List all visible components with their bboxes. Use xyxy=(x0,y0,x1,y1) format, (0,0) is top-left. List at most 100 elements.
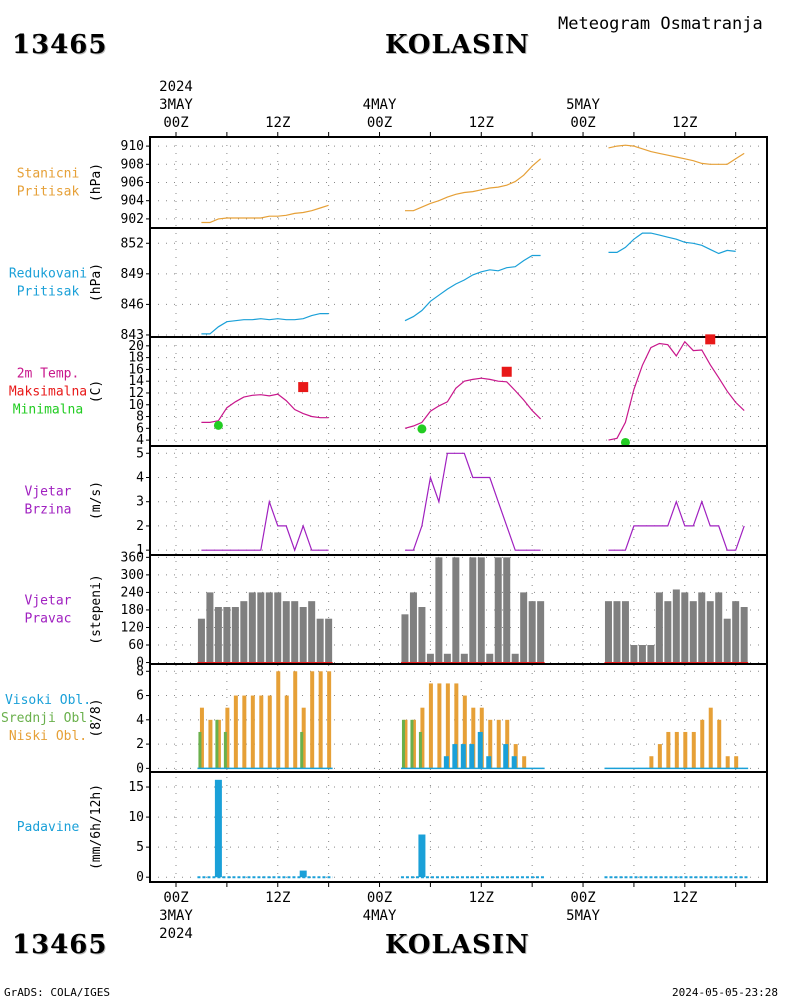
y-tick-label: 16 xyxy=(128,362,144,377)
direction-bar xyxy=(664,601,672,663)
y-tick-label: 2 xyxy=(136,737,144,752)
mid-cloud-bar xyxy=(410,719,414,769)
low-cloud-bar xyxy=(657,744,662,769)
low-cloud-bar xyxy=(318,671,323,769)
series-line xyxy=(405,158,541,212)
direction-bar xyxy=(486,653,494,663)
panel-label: 2m Temp. xyxy=(17,367,80,382)
hour-label-bottom: 00Z xyxy=(163,890,188,906)
low-cloud-bar xyxy=(284,695,289,769)
low-cloud-bar xyxy=(717,719,722,769)
y-tick-label: 8 xyxy=(136,664,144,679)
panel-label: Pritisak xyxy=(17,285,80,300)
low-cloud-bar xyxy=(293,671,298,769)
precip-bar xyxy=(214,779,222,878)
timestamp-label: 2024-05-05-23:28 xyxy=(672,986,778,999)
hour-label-bottom: 00Z xyxy=(367,890,392,906)
low-cloud-bar xyxy=(437,683,442,769)
low-cloud-bar xyxy=(420,707,425,769)
y-tick-label: 300 xyxy=(121,568,144,583)
direction-bar xyxy=(299,607,307,663)
direction-bar xyxy=(240,601,248,663)
direction-bar xyxy=(706,601,714,663)
footer-station-id: 13465 xyxy=(12,930,108,960)
y-tick-label: 1 xyxy=(136,543,144,558)
high-cloud-bar xyxy=(469,744,475,769)
low-cloud-bar xyxy=(471,707,476,769)
direction-bar xyxy=(732,601,740,663)
direction-bar xyxy=(647,645,655,663)
y-tick-label: 910 xyxy=(121,139,144,154)
y-tick-label: 852 xyxy=(121,236,144,251)
max-temp-marker xyxy=(298,382,309,393)
high-cloud-bar xyxy=(452,744,458,769)
series-line xyxy=(404,254,541,322)
low-cloud-bar xyxy=(233,695,238,769)
direction-bar xyxy=(274,592,282,663)
direction-bar xyxy=(265,592,273,663)
hour-label-top: 12Z xyxy=(672,115,697,131)
y-axis-label: (m/s) xyxy=(89,481,104,520)
direction-bar xyxy=(308,601,316,663)
y-tick-label: 0 xyxy=(136,761,144,776)
y-axis-label: (stepeni) xyxy=(89,574,104,644)
y-tick-label: 10 xyxy=(128,398,144,413)
panel-label: Pritisak xyxy=(17,185,80,200)
low-cloud-bar xyxy=(276,671,281,769)
direction-bar xyxy=(723,618,731,663)
panel-label: Niski Obl. xyxy=(9,729,87,744)
hour-label-top: 00Z xyxy=(163,115,188,131)
panel-label: Minimalna xyxy=(13,403,83,418)
direction-bar xyxy=(469,557,477,663)
low-cloud-bar xyxy=(683,731,688,769)
series-line xyxy=(405,452,541,551)
low-cloud-bar xyxy=(225,707,230,769)
y-tick-label: 846 xyxy=(121,297,144,312)
direction-bar xyxy=(715,592,723,663)
direction-bar xyxy=(282,601,290,663)
y-axis-label: (C) xyxy=(89,380,104,403)
y-tick-label: 2 xyxy=(136,519,144,534)
mid-cloud-bar xyxy=(198,731,202,769)
hour-label-bottom: 12Z xyxy=(265,890,290,906)
hour-label-bottom: 12Z xyxy=(672,890,697,906)
hour-label-top: 00Z xyxy=(570,115,595,131)
low-cloud-bar xyxy=(327,671,332,769)
low-cloud-bar xyxy=(666,731,671,769)
direction-bar xyxy=(528,601,536,663)
direction-bar xyxy=(443,653,451,663)
low-cloud-bar xyxy=(310,671,315,769)
low-cloud-bar xyxy=(199,707,204,769)
direction-bar xyxy=(655,592,663,663)
y-tick-label: 60 xyxy=(128,638,144,653)
y-tick-label: 6 xyxy=(136,689,144,704)
direction-bar xyxy=(672,589,680,663)
y-tick-label: 902 xyxy=(121,212,144,227)
direction-bar xyxy=(418,607,426,663)
direction-bar xyxy=(740,607,748,663)
hour-label-bottom: 12Z xyxy=(469,890,494,906)
day-label-bottom: 3MAY xyxy=(159,908,193,924)
low-cloud-bar xyxy=(208,719,213,769)
panel-label: Maksimalna xyxy=(9,385,87,400)
direction-bar xyxy=(325,618,333,663)
low-cloud-bar xyxy=(445,683,450,769)
series-line xyxy=(201,499,329,553)
direction-bar xyxy=(409,592,417,663)
low-cloud-bar xyxy=(454,683,459,769)
series-line xyxy=(404,377,542,429)
y-tick-label: 843 xyxy=(121,328,144,343)
low-cloud-bar xyxy=(708,707,713,769)
direction-bar xyxy=(630,645,638,663)
low-cloud-bar xyxy=(259,695,264,769)
y-axis-label: (mm/6h/12h) xyxy=(89,784,104,870)
min-temp-marker xyxy=(213,420,223,430)
low-cloud-bar xyxy=(267,695,272,769)
high-cloud-bar xyxy=(460,744,466,769)
y-tick-label: 360 xyxy=(121,550,144,565)
direction-bar xyxy=(452,557,460,663)
y-tick-label: 4 xyxy=(136,433,144,448)
high-cloud-bar xyxy=(503,744,509,769)
hour-label-top: 12Z xyxy=(265,115,290,131)
low-cloud-bar xyxy=(250,695,255,769)
